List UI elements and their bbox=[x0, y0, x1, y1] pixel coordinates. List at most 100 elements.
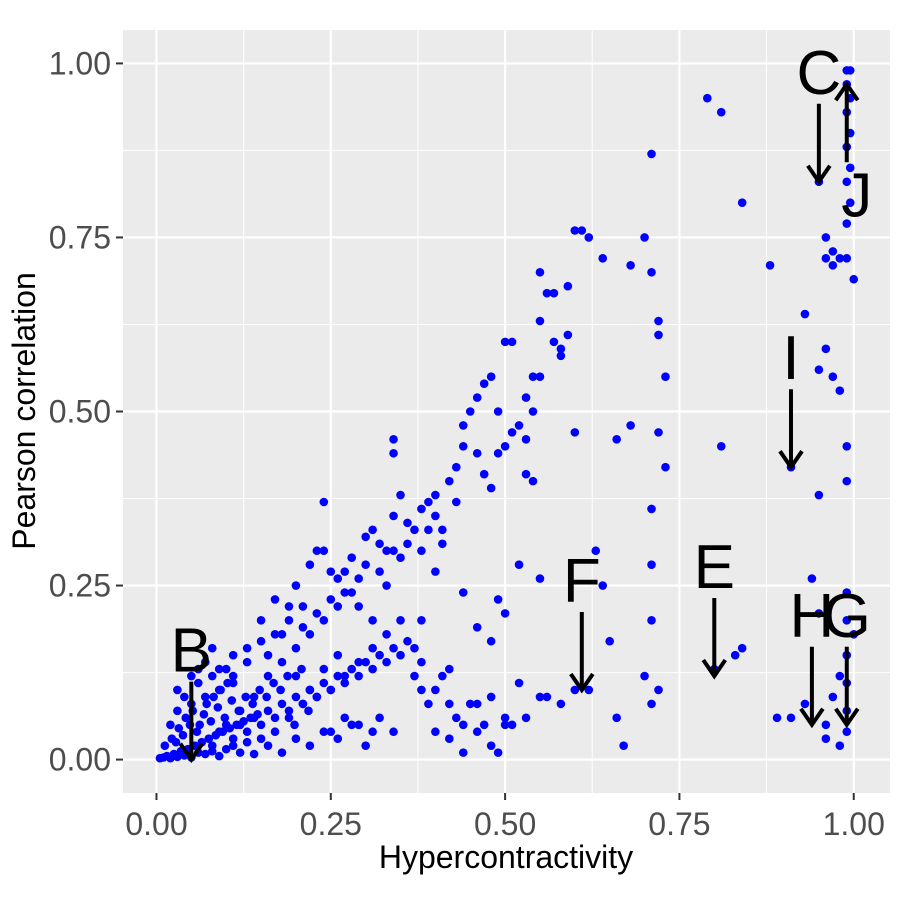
data-point bbox=[206, 716, 216, 726]
data-point bbox=[354, 720, 363, 730]
data-point bbox=[221, 664, 231, 674]
data-point bbox=[270, 713, 280, 723]
data-point bbox=[396, 616, 405, 625]
data-point bbox=[465, 407, 475, 416]
data-point bbox=[200, 692, 210, 702]
data-point bbox=[431, 511, 440, 521]
data-point bbox=[845, 163, 855, 173]
data-point bbox=[486, 636, 496, 646]
data-point bbox=[535, 316, 545, 326]
data-point bbox=[835, 254, 845, 263]
data-point bbox=[828, 247, 838, 256]
data-point bbox=[382, 546, 391, 556]
data-point bbox=[326, 567, 336, 576]
data-point bbox=[647, 267, 656, 277]
data-point bbox=[458, 442, 468, 451]
data-point bbox=[389, 643, 398, 653]
data-point bbox=[500, 609, 510, 618]
data-point bbox=[291, 734, 301, 743]
data-point bbox=[333, 574, 343, 583]
data-point bbox=[486, 372, 496, 381]
data-point bbox=[389, 546, 398, 556]
data-point bbox=[368, 664, 377, 674]
data-point bbox=[375, 539, 384, 549]
y-tick-label: 0.25 bbox=[49, 568, 111, 604]
data-point bbox=[209, 692, 218, 702]
data-point bbox=[305, 685, 315, 695]
data-point bbox=[598, 581, 608, 590]
annotation-arrow-head bbox=[178, 742, 204, 764]
data-point bbox=[465, 699, 475, 709]
data-point bbox=[835, 741, 845, 750]
data-point bbox=[403, 518, 412, 528]
data-point bbox=[647, 560, 656, 569]
x-axis-title: Hypercontractivity bbox=[379, 839, 633, 875]
data-point bbox=[171, 737, 181, 747]
data-point bbox=[472, 393, 482, 402]
data-point bbox=[647, 504, 656, 514]
data-point bbox=[535, 372, 545, 381]
data-point bbox=[654, 685, 663, 695]
data-point bbox=[835, 671, 845, 681]
data-point bbox=[507, 428, 517, 437]
data-point bbox=[438, 671, 447, 681]
data-point bbox=[178, 730, 188, 740]
data-point bbox=[431, 567, 440, 576]
data-point bbox=[166, 720, 175, 730]
data-point bbox=[396, 650, 405, 660]
data-point bbox=[312, 546, 322, 556]
data-point bbox=[584, 685, 594, 695]
data-point bbox=[256, 616, 266, 625]
data-point bbox=[765, 261, 775, 270]
data-point bbox=[521, 435, 531, 444]
data-point bbox=[800, 699, 810, 709]
y-tick-label: 0.50 bbox=[49, 394, 111, 430]
data-point bbox=[612, 713, 621, 723]
data-point bbox=[291, 692, 301, 702]
data-point bbox=[228, 734, 238, 743]
data-point bbox=[845, 198, 855, 207]
data-point bbox=[814, 490, 824, 500]
data-point bbox=[263, 671, 273, 681]
data-point bbox=[340, 671, 350, 681]
data-point bbox=[438, 525, 447, 535]
data-point bbox=[214, 727, 224, 737]
data-point bbox=[277, 629, 287, 639]
data-point bbox=[821, 720, 831, 730]
data-point bbox=[800, 309, 810, 319]
data-point bbox=[493, 595, 503, 604]
data-point bbox=[417, 504, 426, 514]
data-point bbox=[577, 226, 587, 235]
data-point bbox=[410, 643, 419, 653]
data-point bbox=[842, 588, 852, 597]
data-point bbox=[514, 678, 524, 688]
data-point bbox=[654, 316, 663, 326]
data-point bbox=[500, 442, 510, 451]
data-point bbox=[842, 177, 852, 187]
data-point bbox=[326, 685, 336, 695]
data-point bbox=[249, 749, 259, 759]
data-point bbox=[528, 372, 538, 381]
data-point bbox=[598, 254, 608, 263]
data-point bbox=[228, 678, 238, 688]
data-point bbox=[277, 699, 287, 709]
data-point bbox=[368, 643, 377, 653]
data-point bbox=[716, 442, 726, 451]
data-point bbox=[472, 448, 482, 458]
data-point bbox=[277, 748, 287, 757]
data-point bbox=[354, 657, 363, 667]
data-point bbox=[458, 421, 468, 430]
data-point bbox=[842, 727, 852, 737]
data-point bbox=[451, 497, 461, 507]
data-point bbox=[584, 233, 594, 242]
annotation-g: G bbox=[823, 582, 871, 729]
data-point bbox=[361, 560, 370, 569]
data-point bbox=[458, 588, 468, 597]
data-point bbox=[661, 372, 670, 381]
annotation-h: H bbox=[790, 582, 834, 729]
data-point bbox=[181, 713, 191, 723]
data-point bbox=[228, 741, 238, 750]
x-tick-label: 0.25 bbox=[300, 806, 362, 842]
data-point bbox=[270, 595, 280, 604]
data-point bbox=[368, 727, 377, 737]
